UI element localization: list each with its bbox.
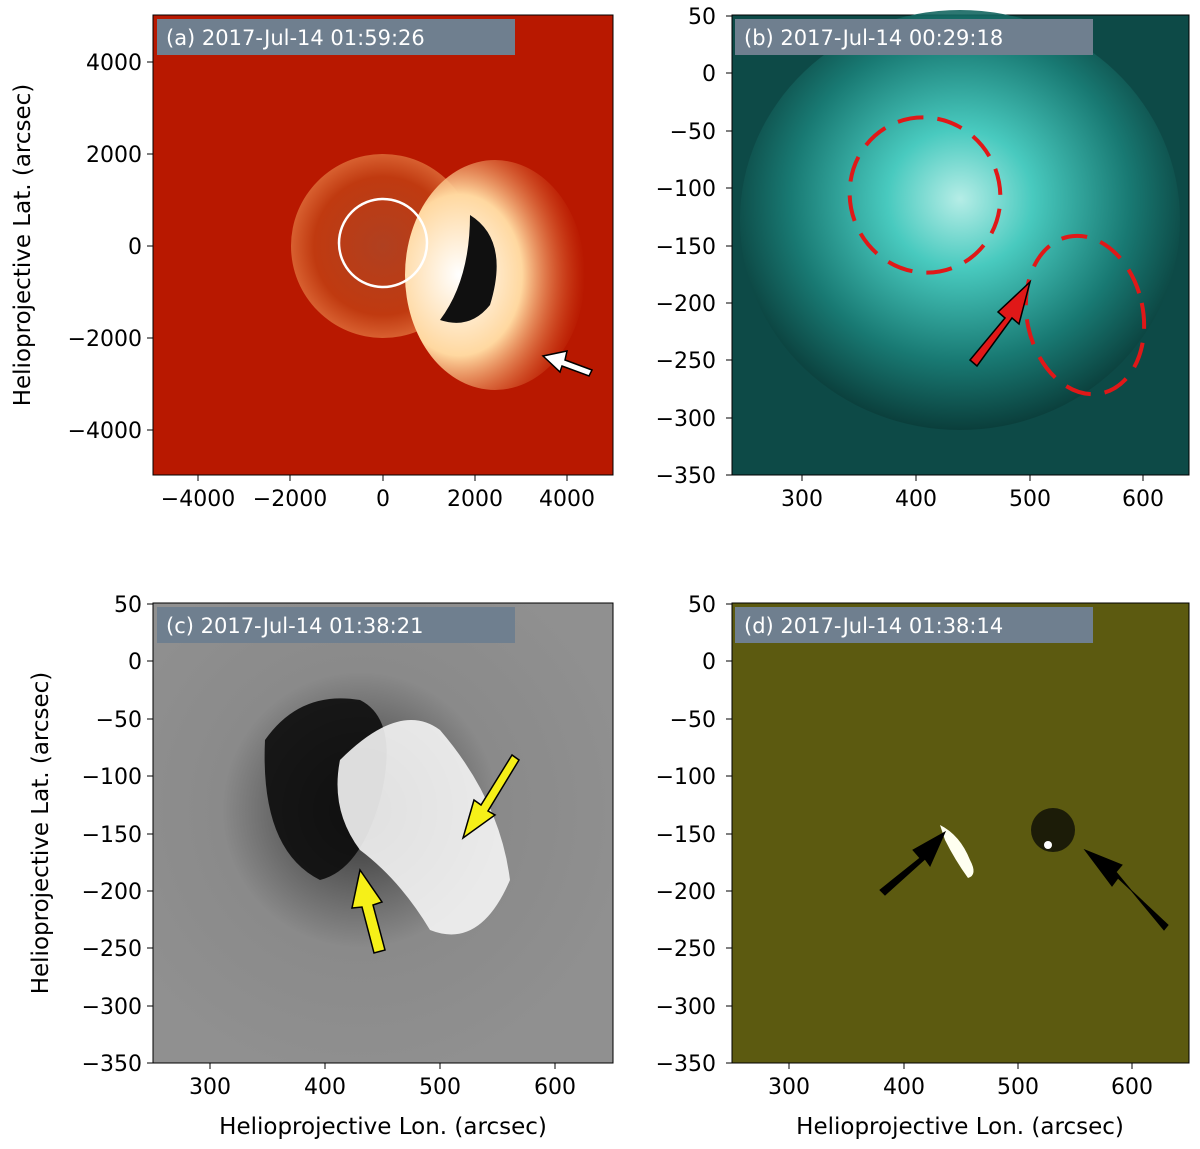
tick-label: −250 <box>656 937 716 962</box>
tick-label: −300 <box>656 995 716 1020</box>
tick-label: −150 <box>656 823 716 848</box>
panel-d-image <box>731 602 1190 1064</box>
loop-glow <box>740 10 1180 430</box>
tick-label: −2000 <box>68 327 142 352</box>
tick-label: 0 <box>376 487 390 512</box>
panel-d-y-ticks: 50 0 −50 −100 −150 −200 −250 −300 −350 <box>656 593 732 1077</box>
tick-label: −200 <box>82 880 142 905</box>
panel-c-title-box <box>157 607 515 643</box>
tick-label: 50 <box>688 593 716 618</box>
cme-dark-core <box>440 215 497 323</box>
tick-label: 600 <box>534 1075 576 1100</box>
tick-label: −350 <box>656 464 716 489</box>
tick-label: 4000 <box>86 51 142 76</box>
panel-a-x-ticks: −4000 −2000 0 2000 4000 <box>161 475 595 512</box>
tick-label: 0 <box>702 62 716 87</box>
tick-label: 300 <box>768 1075 810 1100</box>
panel-b-title: (b) 2017-Jul-14 00:29:18 <box>744 26 1003 50</box>
tick-label: −200 <box>656 880 716 905</box>
panel-c-y-ticks: 50 0 −50 −100 −150 −200 −250 −300 −350 <box>82 593 153 1077</box>
panel-a: (a) 2017-Jul-14 01:59:26 −4000 −2000 0 2… <box>10 14 614 512</box>
tick-label: 500 <box>997 1075 1039 1100</box>
panel-b-title-box <box>735 19 1093 55</box>
panel-b-x-ticks: 300 400 500 600 <box>781 475 1164 512</box>
panel-a-title: (a) 2017-Jul-14 01:59:26 <box>166 26 425 50</box>
tick-label: −350 <box>82 1052 142 1077</box>
panel-c-ylabel: Helioprojective Lat. (arcsec) <box>28 672 54 995</box>
yellow-arrow-2 <box>461 753 521 840</box>
tick-label: 0 <box>128 650 142 675</box>
tick-label: 2000 <box>86 143 142 168</box>
tick-label: −150 <box>656 235 716 260</box>
tick-label: −2000 <box>253 487 327 512</box>
tick-label: 4000 <box>539 487 595 512</box>
panel-a-ylabel: Helioprojective Lat. (arcsec) <box>10 84 36 407</box>
red-dashed-ellipse-2 <box>1023 233 1147 397</box>
tick-label: −300 <box>656 407 716 432</box>
black-arrow-2 <box>1083 848 1169 931</box>
tick-label: 600 <box>1111 1075 1153 1100</box>
panel-d-xlabel: Helioprojective Lon. (arcsec) <box>796 1114 1124 1140</box>
tick-label: −100 <box>656 177 716 202</box>
tick-label: 500 <box>419 1075 461 1100</box>
tick-label: −50 <box>96 708 142 733</box>
panel-c-xlabel: Helioprojective Lon. (arcsec) <box>219 1114 547 1140</box>
tick-label: 300 <box>189 1075 231 1100</box>
red-dashed-ellipse-1 <box>847 115 1003 275</box>
tick-label: −100 <box>82 765 142 790</box>
panel-a-y-ticks: 4000 2000 0 −2000 −4000 <box>68 51 153 444</box>
tick-label: −50 <box>670 708 716 733</box>
bright-ribbon <box>337 720 510 935</box>
panel-c-x-ticks: 300 400 500 600 <box>189 1063 576 1100</box>
tick-label: −50 <box>670 120 716 145</box>
tick-label: 50 <box>688 5 716 30</box>
tick-label: −200 <box>656 292 716 317</box>
sun-circle <box>337 197 429 289</box>
bright-flare-ribbon <box>940 825 974 878</box>
panel-a-title-box <box>157 19 515 55</box>
bright-kernel <box>1044 841 1052 849</box>
black-arrow-1 <box>879 830 947 896</box>
tick-label: 600 <box>1122 487 1164 512</box>
white-arrow <box>541 350 594 377</box>
panel-d-x-ticks: 300 400 500 600 <box>768 1063 1153 1100</box>
tick-label: 0 <box>128 235 142 260</box>
tick-label: −100 <box>656 765 716 790</box>
tick-label: −150 <box>82 823 142 848</box>
tick-label: 0 <box>702 650 716 675</box>
tick-label: 50 <box>114 593 142 618</box>
panel-b: (b) 2017-Jul-14 00:29:18 300 400 500 600… <box>656 5 1190 512</box>
tick-label: −350 <box>656 1052 716 1077</box>
yellow-arrow-1 <box>351 868 386 954</box>
red-arrow <box>968 279 1032 368</box>
panel-b-y-ticks: 50 0 −50 −100 −150 −200 −250 −300 −350 <box>656 5 732 489</box>
tick-label: 2000 <box>447 487 503 512</box>
tick-label: 400 <box>895 487 937 512</box>
tick-label: 400 <box>883 1075 925 1100</box>
panel-c: (c) 2017-Jul-14 01:38:21 300 400 500 600… <box>28 593 614 1140</box>
sunspot <box>1031 808 1075 852</box>
panel-d: (d) 2017-Jul-14 01:38:14 300 400 500 600… <box>656 593 1190 1140</box>
tick-label: −4000 <box>161 487 235 512</box>
tick-label: 500 <box>1009 487 1051 512</box>
tick-label: −4000 <box>68 419 142 444</box>
panel-c-title: (c) 2017-Jul-14 01:38:21 <box>166 614 423 638</box>
tick-label: −300 <box>82 995 142 1020</box>
tick-label: 300 <box>781 487 823 512</box>
tick-label: −250 <box>82 937 142 962</box>
panel-d-title-box <box>735 607 1093 643</box>
tick-label: −250 <box>656 349 716 374</box>
tick-label: 400 <box>304 1075 346 1100</box>
panel-d-title: (d) 2017-Jul-14 01:38:14 <box>744 614 1003 638</box>
